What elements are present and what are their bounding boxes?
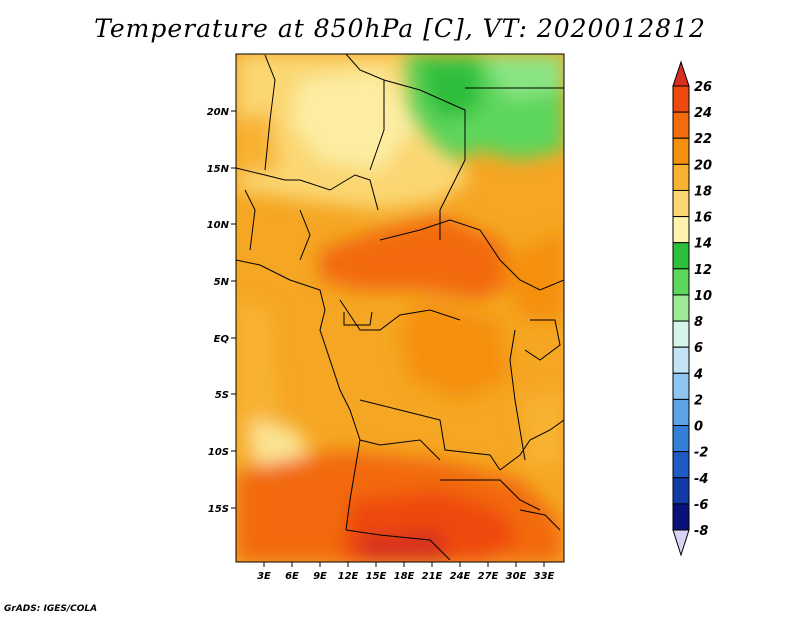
colorbar-segment (672, 85, 690, 113)
colorbar-label: 18 (694, 184, 712, 199)
colorbar-bottom-arrow (672, 529, 690, 557)
colorbar-segment (672, 242, 690, 270)
colorbar-segment (672, 268, 690, 296)
lon-label-6e: 6E (285, 571, 299, 582)
colorbar-segment (672, 294, 690, 322)
colorbar-segment (672, 137, 690, 165)
colorbar-segment (672, 346, 690, 374)
grads-credit: GrADS: IGES/COLA (4, 604, 98, 614)
colorbar-label: 26 (694, 80, 712, 95)
colorbar-segment (672, 372, 690, 400)
lat-label-eq: EQ (214, 334, 230, 345)
colorbar-label: 12 (694, 263, 712, 278)
lon-label-15e: 15E (366, 571, 387, 582)
colorbar-label: -8 (694, 524, 708, 539)
lat-label-5s: 5S (215, 390, 229, 401)
colorbar-label: 8 (694, 315, 703, 330)
lat-label-10n: 10N (207, 220, 230, 231)
colorbar-label: 10 (694, 289, 712, 304)
colorbar-label: -4 (694, 472, 708, 487)
colorbar-segment (672, 425, 690, 453)
lon-label-33e: 33E (534, 571, 555, 582)
colorbar-segment (672, 503, 690, 531)
colorbar-label: 2 (694, 393, 703, 408)
colorbar-segment (672, 477, 690, 505)
lon-label-21e: 21E (422, 571, 443, 582)
lat-label-15s: 15S (208, 504, 229, 515)
temperature-field (236, 54, 564, 562)
colorbar-label: -6 (694, 498, 708, 513)
latitude-axis (231, 110, 236, 509)
lon-label-9e: 9E (313, 571, 327, 582)
colorbar-label: 24 (694, 106, 712, 121)
colorbar-label: 0 (694, 420, 703, 435)
colorbar-segment (672, 189, 690, 218)
colorbar-top-arrow (672, 60, 690, 87)
map-title: Temperature at 850hPa [C], VT: 202001281… (94, 14, 706, 43)
colorbar-segment (672, 163, 690, 191)
lon-label-30e: 30E (506, 571, 527, 582)
colorbar-segment (672, 320, 690, 348)
lon-label-24e: 24E (450, 571, 471, 582)
lon-label-12e: 12E (338, 571, 359, 582)
colorbar-label: 4 (693, 367, 703, 382)
lon-label-27e: 27E (478, 571, 499, 582)
colorbar-label: -2 (694, 446, 708, 461)
lon-label-3e: 3E (257, 571, 271, 582)
colorbar-segment (672, 398, 690, 427)
lat-label-5n: 5N (214, 277, 230, 288)
lat-label-15n: 15N (207, 164, 230, 175)
colorbar-segment (672, 451, 690, 479)
colorbar-label: 14 (694, 237, 712, 252)
lon-label-18e: 18E (394, 571, 415, 582)
colorbar-label: 16 (694, 211, 712, 226)
plot-frame (235, 53, 565, 563)
longitude-axis (263, 562, 545, 567)
country-borders (236, 54, 564, 561)
colorbar-label: 6 (694, 341, 703, 356)
colorbar-segment (672, 216, 690, 244)
lat-label-20n: 20N (207, 107, 230, 118)
colorbar-label: 22 (694, 132, 712, 147)
colorbar-segment (672, 111, 690, 139)
lat-label-10s: 10S (208, 447, 229, 458)
colorbar-label: 20 (694, 158, 712, 173)
